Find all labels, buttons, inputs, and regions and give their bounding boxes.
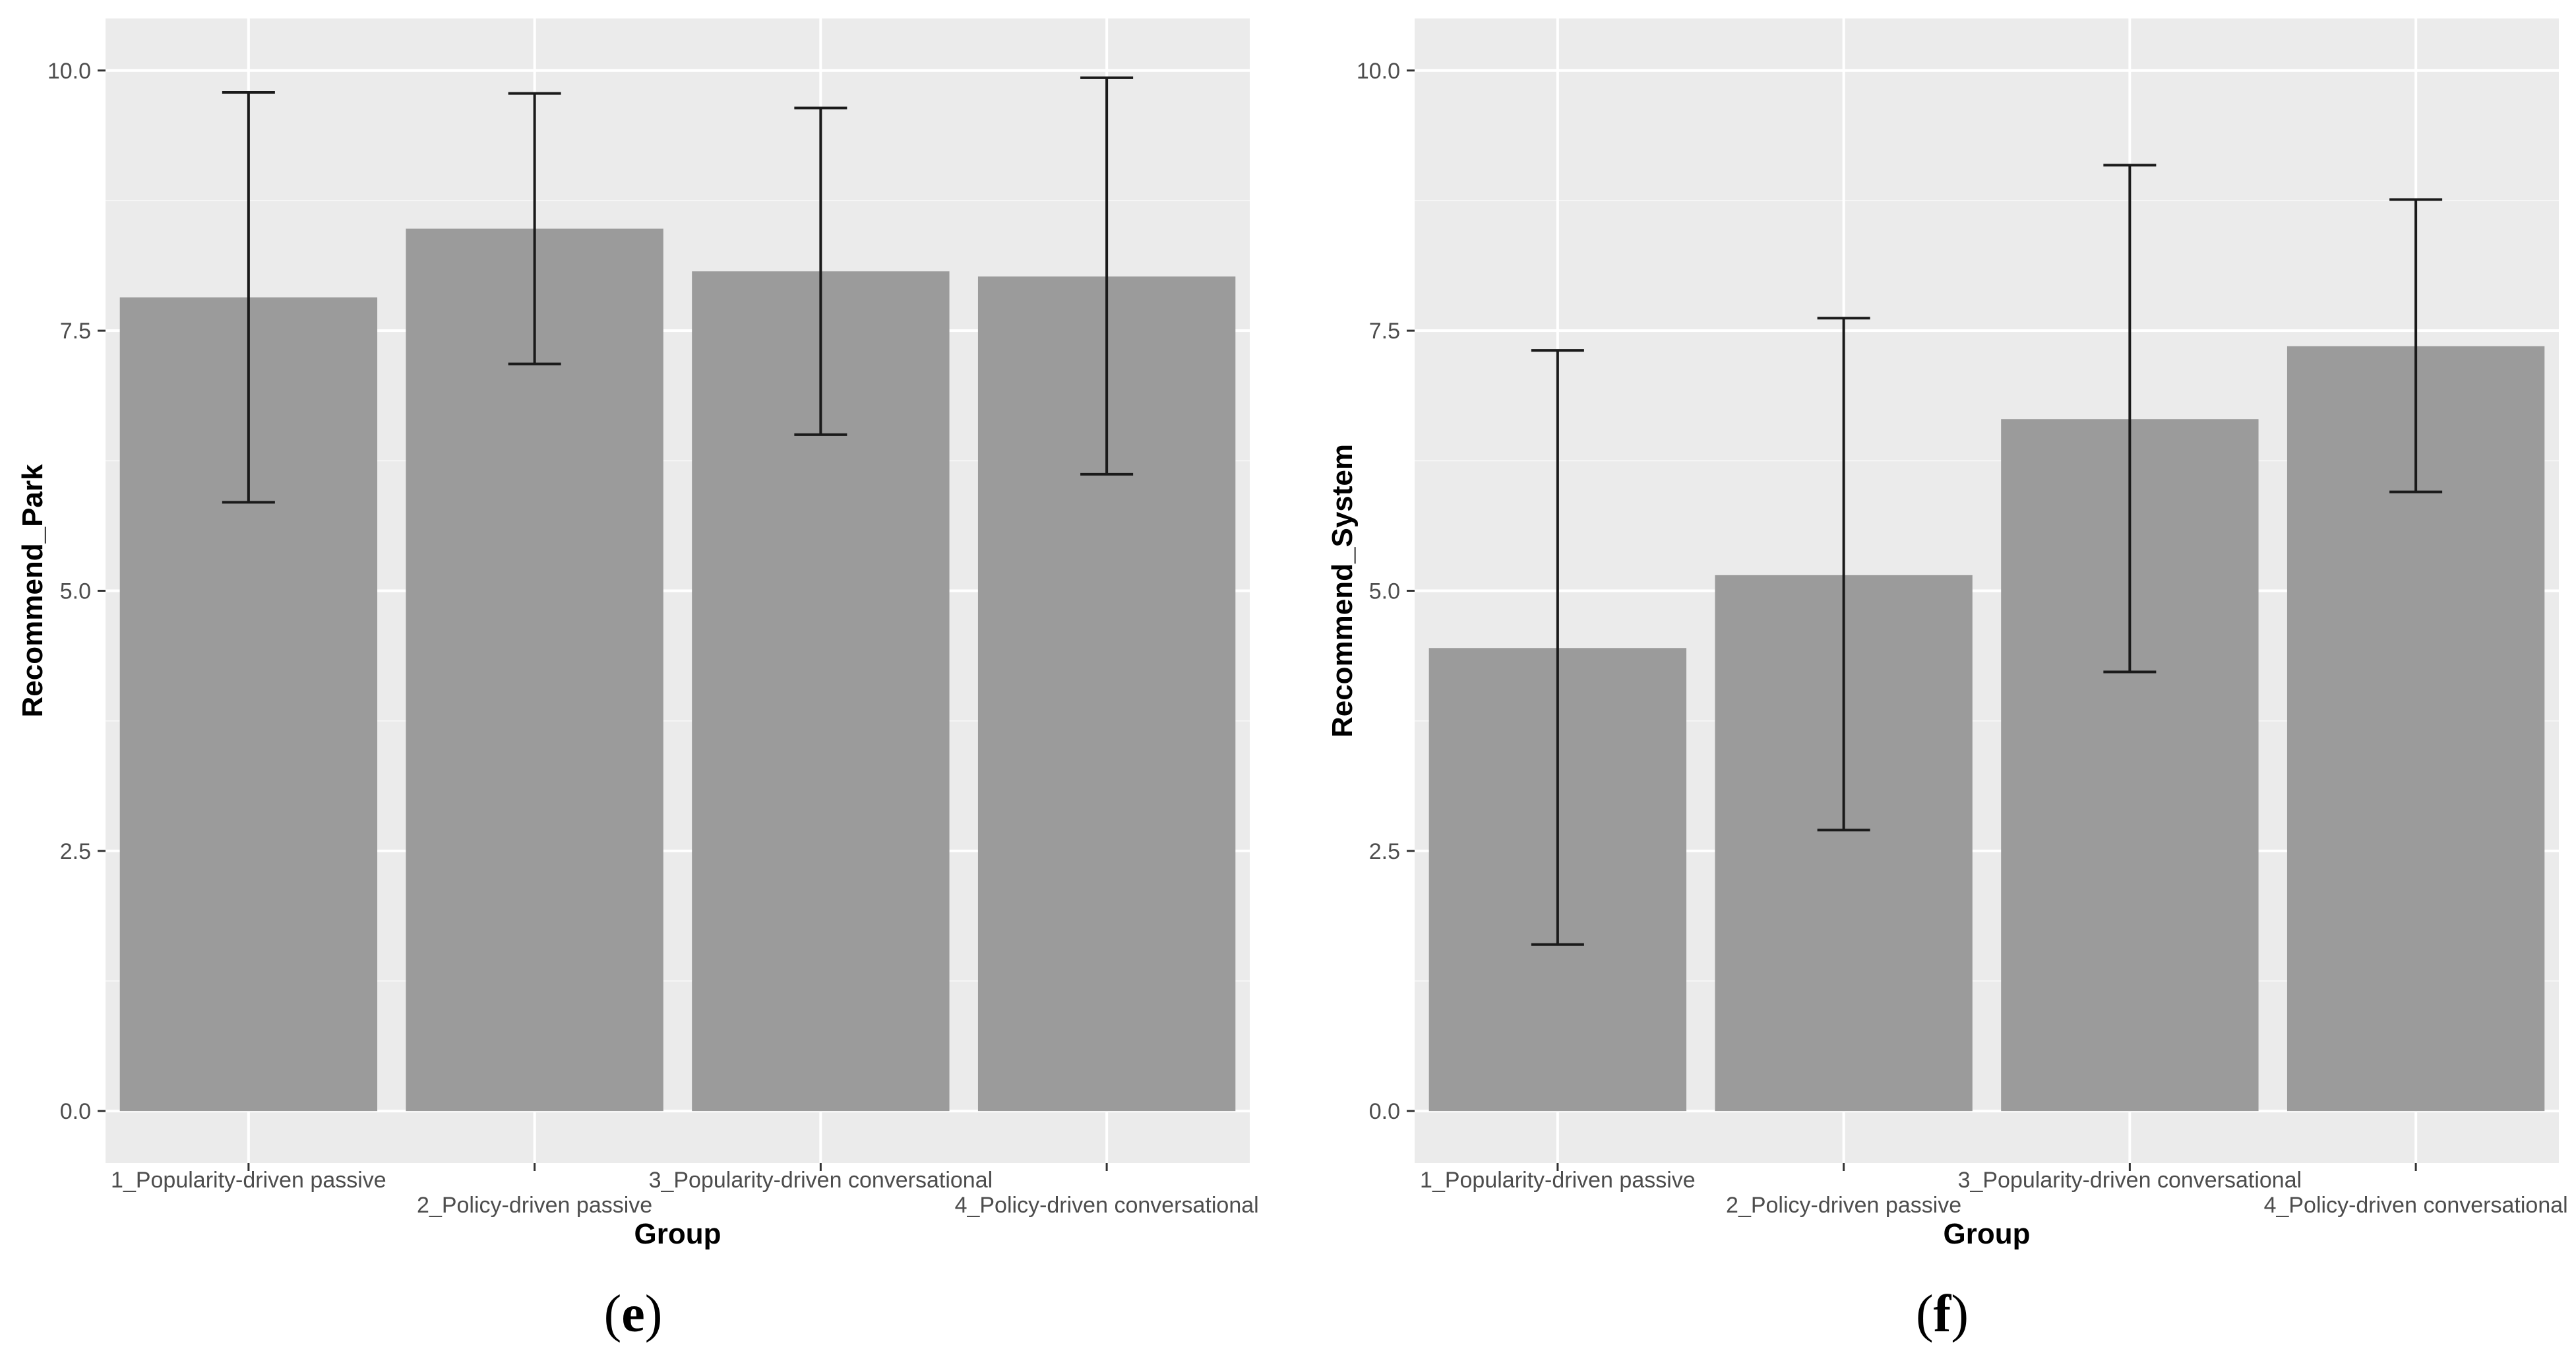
error-bar	[794, 106, 847, 436]
x-axis-title: Group	[634, 1218, 721, 1250]
y-tick-label: 0.0	[1369, 1099, 1400, 1124]
x-tick-label: 3_Popularity-driven conversational	[649, 1168, 993, 1193]
y-tick-label: 7.5	[60, 319, 91, 344]
panel-caption-open-paren: (	[604, 1285, 622, 1343]
panel-caption-open-paren: (	[1916, 1285, 1934, 1343]
y-tick-label: 2.5	[60, 839, 91, 864]
y-tick-label: 0.0	[60, 1099, 91, 1124]
chart-panel-f: 0.0 2.5 5.0 7.5 10.0 1_Popularity-driven pass…	[1326, 18, 2568, 1343]
panel-caption: (f)	[1916, 1285, 1969, 1343]
y-axis-title: Recommend_System	[1326, 444, 1359, 738]
y-axis-title: Recommend_Park	[16, 464, 49, 717]
y-tick-label: 2.5	[1369, 839, 1400, 864]
x-tick-label: 4_Policy-driven conversational	[955, 1193, 1259, 1218]
y-tick-label: 7.5	[1369, 319, 1400, 344]
y-tick-label: 5.0	[1369, 579, 1400, 604]
error-bar	[508, 92, 561, 365]
x-tick-label: 1_Popularity-driven passive	[1420, 1168, 1696, 1193]
panel-caption-close-paren: )	[1951, 1285, 1969, 1343]
panel-caption-letter: f	[1934, 1285, 1952, 1343]
y-tick-label: 5.0	[60, 579, 91, 604]
panel-caption: (e)	[604, 1285, 663, 1343]
panel-caption-letter: e	[621, 1285, 645, 1343]
x-tick-label: 1_Popularity-driven passive	[111, 1168, 386, 1193]
error-bar	[1817, 317, 1870, 832]
panel-caption-close-paren: )	[645, 1285, 663, 1343]
x-tick-label: 4_Policy-driven conversational	[2264, 1193, 2568, 1218]
x-tick-label: 2_Policy-driven passive	[1726, 1193, 1961, 1218]
x-axis-title: Group	[1944, 1218, 2031, 1250]
x-tick-label: 3_Popularity-driven conversational	[1958, 1168, 2302, 1193]
chart-panel-e: 0.0 2.5 5.0 7.5 10.0 1_Popularity-driven pass…	[16, 18, 1259, 1343]
y-tick-label: 10.0	[1357, 59, 1400, 84]
x-tick-label: 2_Policy-driven passive	[417, 1193, 652, 1218]
error-bar	[1531, 349, 1584, 946]
y-tick-label: 10.0	[47, 59, 91, 84]
error-bar	[2103, 164, 2157, 674]
error-bar	[222, 90, 275, 504]
error-bar	[2389, 198, 2443, 493]
bar	[406, 228, 663, 1112]
error-bar	[1080, 76, 1134, 476]
